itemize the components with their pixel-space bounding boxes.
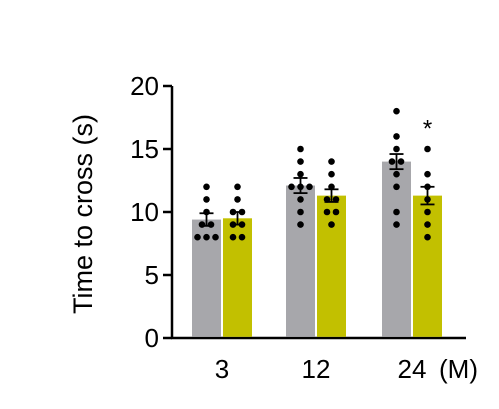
data-point (212, 233, 219, 241)
data-point (203, 183, 210, 191)
bar (223, 218, 252, 337)
y-tick-label: 0 (145, 323, 159, 353)
data-point (424, 233, 431, 241)
data-point (234, 196, 241, 203)
data-point (203, 196, 210, 203)
bar (382, 161, 411, 337)
data-point (238, 221, 246, 228)
y-tick-label: 20 (130, 71, 159, 101)
bar (413, 195, 442, 337)
data-point (388, 158, 396, 165)
data-point (297, 208, 304, 216)
bar (317, 195, 346, 337)
y-tick-label: 10 (130, 197, 159, 227)
bar (286, 185, 315, 337)
data-point (297, 183, 304, 191)
data-point (323, 196, 331, 203)
y-tick-label: 5 (145, 260, 159, 290)
data-point (229, 233, 237, 241)
data-point (332, 196, 340, 203)
data-point (207, 221, 215, 228)
data-point (306, 183, 313, 191)
data-point (323, 208, 331, 216)
data-point (203, 233, 210, 241)
data-point (203, 208, 210, 216)
data-point (288, 183, 295, 191)
significance-marker: * (423, 116, 432, 143)
data-point (194, 233, 201, 241)
x-tick-label: 12 (302, 354, 331, 384)
data-point (297, 221, 304, 228)
data-point (332, 208, 340, 216)
data-point (397, 158, 405, 165)
data-point (393, 183, 400, 191)
data-point (229, 208, 237, 216)
data-point (328, 221, 335, 228)
data-point (328, 158, 335, 165)
data-point (424, 183, 431, 191)
data-point (393, 107, 400, 115)
y-axis-title: Time to cross (s) (68, 114, 98, 314)
bars (192, 161, 442, 337)
data-points (194, 107, 431, 241)
x-unit-label: (M) (439, 354, 478, 384)
data-point (234, 183, 241, 191)
y-tick-label: 15 (130, 134, 159, 164)
data-point (297, 170, 304, 178)
data-point (297, 158, 304, 165)
data-point (424, 208, 431, 216)
data-point (393, 170, 400, 178)
data-point (198, 221, 206, 228)
data-point (328, 183, 335, 191)
data-point (328, 170, 335, 178)
data-point (393, 145, 400, 153)
labels: 0 5 10 15 20 Time to cross (s) 3 12 24 (M) * (68, 71, 478, 384)
x-tick-label: 3 (215, 354, 229, 384)
data-point (393, 208, 400, 216)
data-point (238, 208, 246, 216)
data-point (297, 196, 304, 203)
data-point (424, 170, 431, 178)
data-point (393, 133, 400, 140)
data-point (229, 221, 237, 228)
data-point (393, 221, 400, 228)
x-tick-label: 24 (398, 354, 427, 384)
data-point (424, 221, 431, 228)
axes (163, 84, 466, 340)
data-point (238, 233, 246, 241)
data-point (424, 196, 431, 203)
data-point (424, 145, 431, 153)
data-point (297, 145, 304, 153)
